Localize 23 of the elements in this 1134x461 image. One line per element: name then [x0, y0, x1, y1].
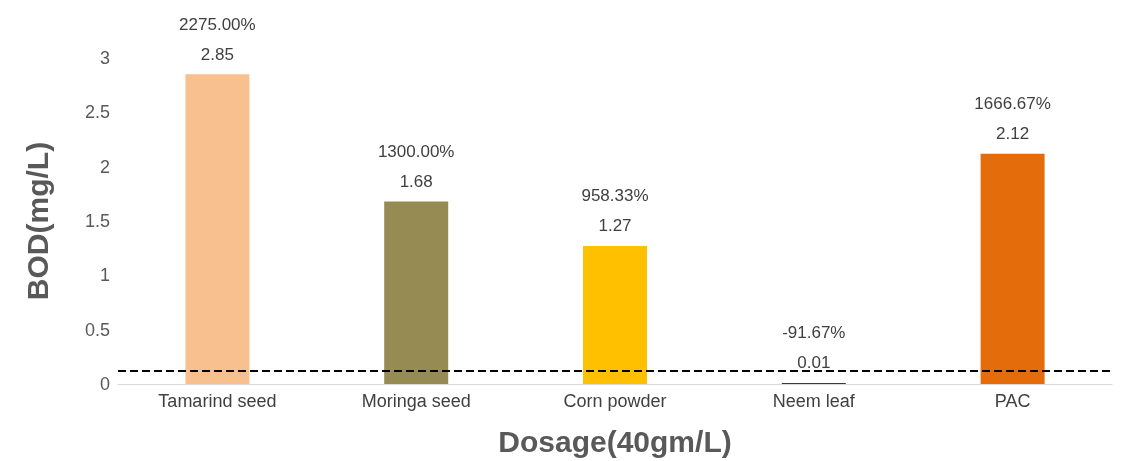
x-tick-label: Tamarind seed: [158, 391, 277, 411]
bar: [185, 74, 250, 384]
data-label: 1666.67% 2.12: [974, 94, 1051, 144]
y-axis-title: BOD(mg/L): [20, 141, 54, 301]
y-tick-label: 2.5: [84, 102, 110, 123]
data-label: 2275.00% 2.85: [179, 14, 256, 64]
y-tick-label: 2: [99, 156, 110, 177]
x-axis-title: Dosage(40gm/L): [498, 424, 732, 458]
data-label: -91.67% 0.01: [782, 323, 846, 373]
data-label: 1300.00% 1.68: [377, 141, 455, 191]
y-tick-label: 0: [99, 374, 110, 394]
y-tick-label: 1: [99, 265, 110, 286]
y-tick-label: 3: [99, 48, 110, 68]
x-tick-label: Corn powder: [563, 391, 667, 411]
bar: [980, 153, 1045, 384]
y-tick-label: 0.5: [84, 319, 110, 340]
x-tick-label: Neem leaf: [772, 391, 856, 411]
y-tick-label: 1.5: [84, 211, 110, 231]
x-tick-label: PAC: [994, 391, 1031, 411]
bar: [384, 201, 449, 384]
data-label: 958.33% 1.27: [581, 186, 649, 236]
bar: [583, 245, 647, 384]
x-tick-label: Moringa seed: [361, 391, 471, 411]
